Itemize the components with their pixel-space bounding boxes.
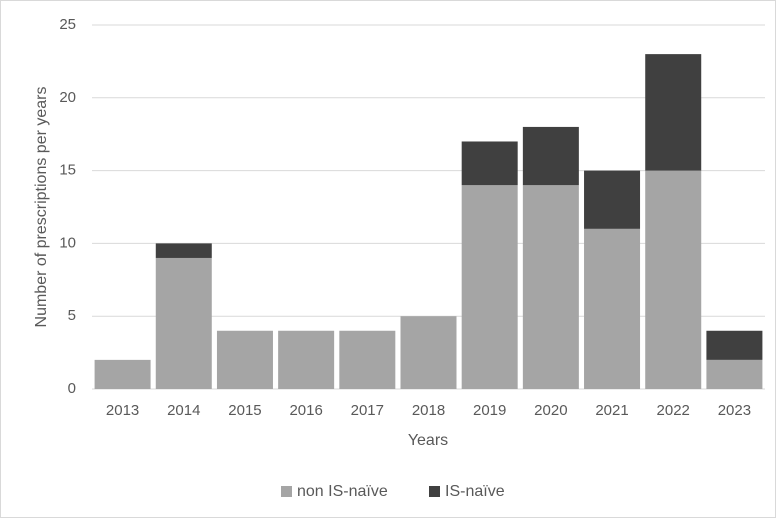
x-tick-label: 2013: [106, 402, 139, 419]
bar-segment: [584, 170, 641, 229]
x-tick-label: 2023: [718, 402, 751, 419]
x-tick-label: 2017: [351, 402, 384, 419]
legend-swatch: [281, 486, 292, 497]
bar-segment: [706, 330, 763, 360]
x-tick-label: 2019: [473, 402, 506, 419]
x-axis-title: Years: [408, 432, 448, 449]
bar-segment: [461, 185, 518, 389]
x-tick-label: 2020: [534, 402, 567, 419]
bar-segment: [155, 257, 212, 389]
bar-segment: [155, 243, 212, 258]
bar-segment: [216, 330, 273, 389]
bar-segment: [645, 170, 702, 389]
y-tick-label: 10: [59, 234, 76, 251]
legend-label: non IS-naïve: [297, 483, 388, 500]
y-tick-label: 0: [68, 380, 76, 397]
bar-segment: [645, 54, 702, 171]
bar-segment: [584, 228, 641, 389]
bar-segment: [461, 141, 518, 186]
y-axis-title: Number of prescriptions per years: [33, 87, 50, 328]
bar-segment: [339, 330, 396, 389]
x-tick-label: 2014: [167, 402, 200, 419]
bar-segment: [522, 126, 579, 186]
x-tick-label: 2018: [412, 402, 445, 419]
y-tick-label: 5: [68, 307, 76, 324]
y-tick-label: 20: [59, 89, 76, 106]
y-tick-label: 25: [59, 16, 76, 33]
x-tick-label: 2022: [657, 402, 690, 419]
bar-segment: [706, 359, 763, 389]
x-tick-label: 2016: [289, 402, 322, 419]
bar-segment: [278, 330, 335, 389]
bar-segment: [94, 359, 151, 389]
x-tick-label: 2021: [595, 402, 628, 419]
bar-segment: [522, 185, 579, 389]
x-tick-label: 2015: [228, 402, 261, 419]
legend-swatch: [429, 486, 440, 497]
y-tick-label: 15: [59, 162, 76, 179]
bar-segment: [400, 316, 457, 389]
legend-label: IS-naïve: [445, 483, 505, 500]
